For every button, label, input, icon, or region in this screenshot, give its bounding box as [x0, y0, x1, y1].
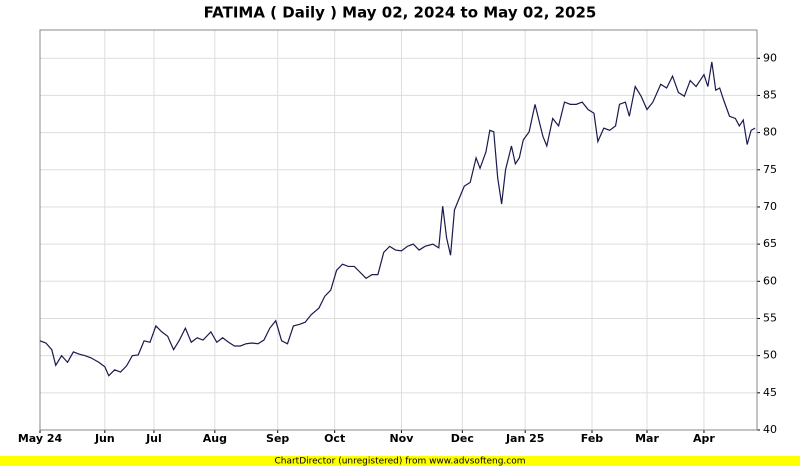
x-tick-label: Jun	[94, 432, 115, 445]
x-tick-label: Nov	[389, 432, 414, 445]
chart-title: FATIMA ( Daily ) May 02, 2024 to May 02,…	[204, 4, 597, 22]
x-tick-label: Jul	[145, 432, 162, 445]
y-tick-label: 55	[763, 311, 777, 324]
y-tick-label: 90	[763, 51, 777, 64]
x-tick-label: Sep	[266, 432, 289, 445]
x-tick-label: Oct	[324, 432, 345, 445]
x-tick-label: Aug	[203, 432, 227, 445]
x-tick-label: Mar	[635, 432, 659, 445]
y-tick-label: 85	[763, 88, 777, 101]
y-tick-label: 50	[763, 349, 777, 362]
footer: ChartDirector (unregistered) from www.ad…	[274, 457, 525, 466]
footer-bar	[0, 456, 800, 466]
x-tick-label: May 24	[18, 432, 63, 445]
y-tick-label: 80	[763, 126, 777, 139]
x-tick-label: Feb	[581, 432, 604, 445]
y-tick-label: 60	[763, 274, 777, 287]
x-tick-label: Apr	[693, 432, 715, 445]
x-tick-label: Jan 25	[505, 432, 544, 445]
plot-border	[39, 29, 758, 431]
y-tick-label: 70	[763, 200, 777, 213]
y-tick-label: 65	[763, 237, 777, 250]
price-line	[39, 61, 756, 377]
x-tick-label: Dec	[451, 432, 474, 445]
y-tick-label: 75	[763, 163, 777, 176]
y-tick-label: 40	[763, 423, 777, 436]
y-tick-label: 45	[763, 386, 777, 399]
plot-area	[40, 30, 757, 430]
